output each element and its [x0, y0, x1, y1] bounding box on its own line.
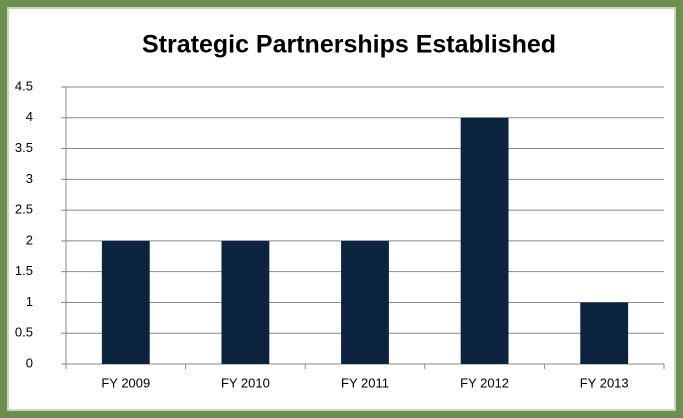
- y-tick-label: 2: [26, 232, 33, 247]
- bar: [460, 117, 509, 365]
- y-tick-label: 4: [26, 109, 33, 124]
- y-tick-label: 1: [26, 294, 33, 309]
- x-tick-label: FY 2010: [221, 375, 270, 390]
- bar: [580, 302, 629, 364]
- y-tick-label: 3: [26, 171, 33, 186]
- y-tick-label: 0.5: [15, 325, 33, 340]
- y-tick-label: 2.5: [15, 202, 33, 217]
- bar: [341, 240, 389, 364]
- x-tick-label: FY 2013: [580, 375, 629, 390]
- x-tick-label: FY 2012: [460, 375, 509, 390]
- x-tick-label: FY 2009: [101, 375, 150, 390]
- bar: [101, 240, 150, 364]
- x-tick-label: FY 2011: [341, 375, 389, 390]
- y-tick-label: 4.5: [15, 78, 33, 93]
- bar: [221, 240, 270, 364]
- chart-title: Strategic Partnerships Established: [142, 31, 556, 59]
- y-tick-label: 1.5: [15, 263, 33, 278]
- y-tick-label: 0: [26, 355, 33, 370]
- y-tick-label: 3.5: [15, 140, 33, 155]
